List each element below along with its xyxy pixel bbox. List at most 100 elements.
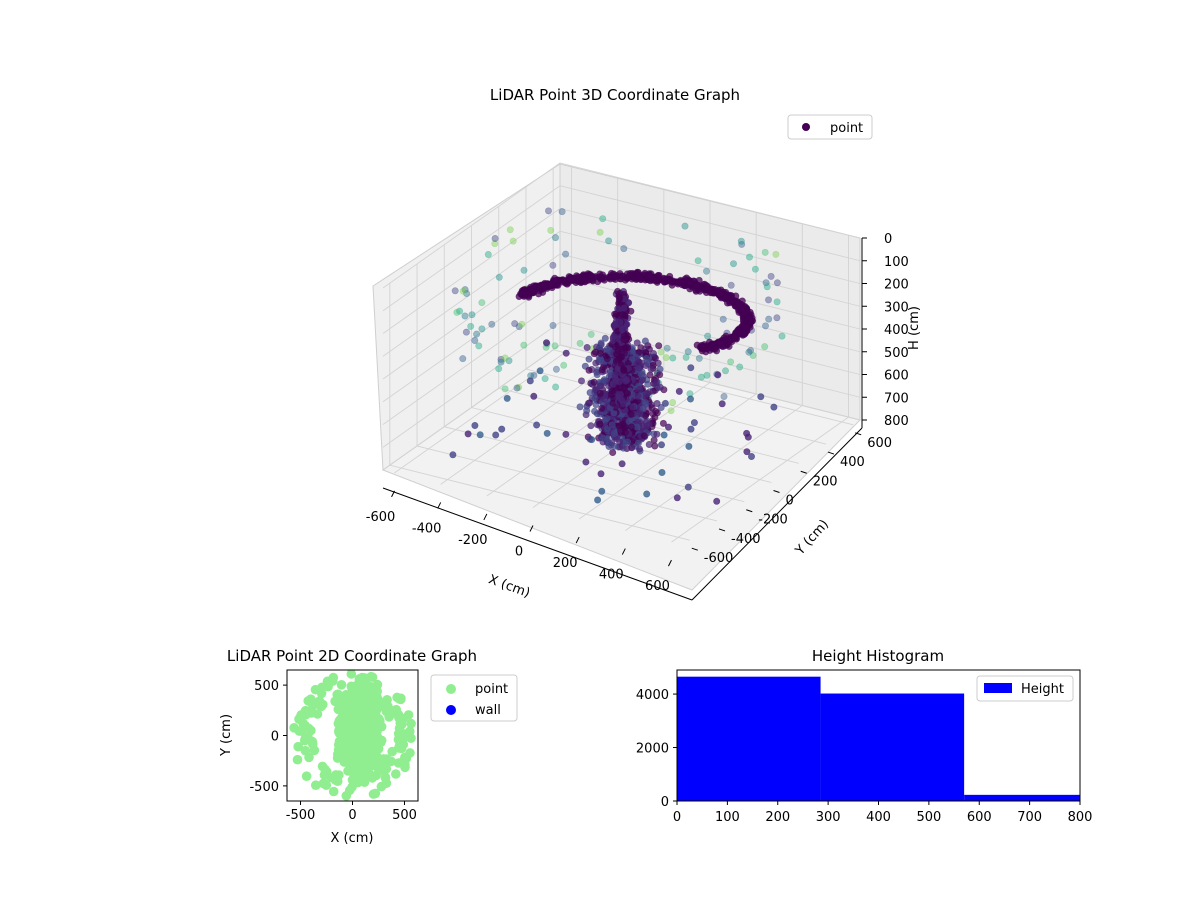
point-3d [721,367,729,375]
point-3d [655,342,663,350]
point-3d [662,354,670,362]
point-2d [296,726,307,736]
chart-2d-title: LiDAR Point 2D Coordinate Graph [227,647,477,665]
point-3d [603,345,611,353]
point-3d [583,343,591,351]
point-3d [492,431,500,439]
point-3d [562,349,570,357]
point-3d [558,208,566,216]
point-3d [582,458,590,466]
y-tick-label-2d: 500 [254,679,279,694]
point-2d [350,728,360,738]
point-3d [505,357,513,365]
legend-histogram-label: Height [1021,682,1064,697]
point-3d [741,310,749,318]
point-3d [714,371,722,379]
y-tick-label-3d: -600 [704,551,734,566]
point-3d [686,395,694,403]
point-2d [342,728,352,738]
point-3d [491,240,499,248]
point-3d [616,438,624,446]
legend-histogram-swatch [984,683,1012,693]
x-tick-label-2d: -500 [286,808,316,823]
z-ticks-3d: 0 100 200 300 400 500 600 700 800 [862,232,909,429]
point-3d [549,321,557,329]
point-3d [497,358,505,366]
point-3d [651,413,659,421]
point-3d [464,430,472,438]
point-3d [647,270,655,278]
point-3d [653,399,661,407]
point-3d [586,389,594,397]
ticks-2d: -500 0 500 -500 0 500 [249,679,416,823]
point-3d [761,248,769,256]
x-tick-label-3d: 200 [553,556,578,571]
point-3d [615,293,623,301]
point-3d [633,339,641,347]
point-3d [764,296,772,304]
point-3d [471,336,479,344]
x-tick-label-histogram: 800 [1068,810,1093,825]
point-3d [725,337,733,345]
point-3d [695,354,703,362]
point-3d [772,250,780,258]
y-tick-3d [718,528,726,532]
point-3d [603,414,611,422]
point-3d [600,395,608,403]
grid-line [382,299,861,425]
point-3d [597,339,605,347]
point-3d [536,367,544,375]
z-tick-label-3d: 600 [884,369,909,384]
point-3d [551,234,559,242]
point-3d [533,421,541,429]
point-2d [346,715,357,725]
point-3d [703,371,711,379]
point-3d [501,354,509,362]
point-2d [339,719,350,730]
point-2d [396,694,406,705]
point-2d [336,680,347,690]
point-3d [627,410,635,418]
chart-histogram: Height Histogram 0 100 200 300 400 500 600 700 8… [636,647,1093,825]
x-tick-3d [668,559,672,567]
point-3d [456,307,464,315]
y-tick-label-histogram: 2000 [636,742,669,757]
x-tick-label-histogram: 700 [1017,810,1042,825]
point-3d [685,442,693,450]
point-3d [652,379,660,387]
histogram-title: Height Histogram [812,647,944,665]
legend-3d-label: point [830,121,863,136]
point-2d [376,721,387,732]
point-3d [615,422,623,430]
point-3d [669,398,677,406]
point-2d [406,718,416,729]
point-3d [743,448,751,456]
point-3d [576,403,584,411]
point-3d [659,419,667,427]
point-3d [634,268,642,276]
z-tick-label-3d: 400 [884,323,909,338]
point-3d [745,253,753,261]
x-tick-label-3d: 400 [599,568,624,583]
point-3d [622,428,630,436]
y-tick-label-3d: -400 [731,532,761,547]
x-tick-label-3d: -400 [412,521,442,536]
point-2d [295,712,305,723]
point-3d [658,468,666,476]
point-2d [328,676,338,686]
x-tick-label-3d: 0 [515,545,523,560]
point-3d [620,365,628,373]
x-tick-label-histogram: 400 [866,810,891,825]
z-tick-label-3d: 0 [884,232,892,247]
point-2d [318,778,329,789]
point-2d [376,781,387,792]
legend-2d-wall-marker [446,705,456,715]
point-3d [598,366,606,374]
point-3d [684,483,692,491]
point-3d [587,422,595,430]
point-3d [702,267,710,275]
point-3d [459,355,467,363]
point-3d [633,423,641,431]
point-2d [353,679,364,689]
